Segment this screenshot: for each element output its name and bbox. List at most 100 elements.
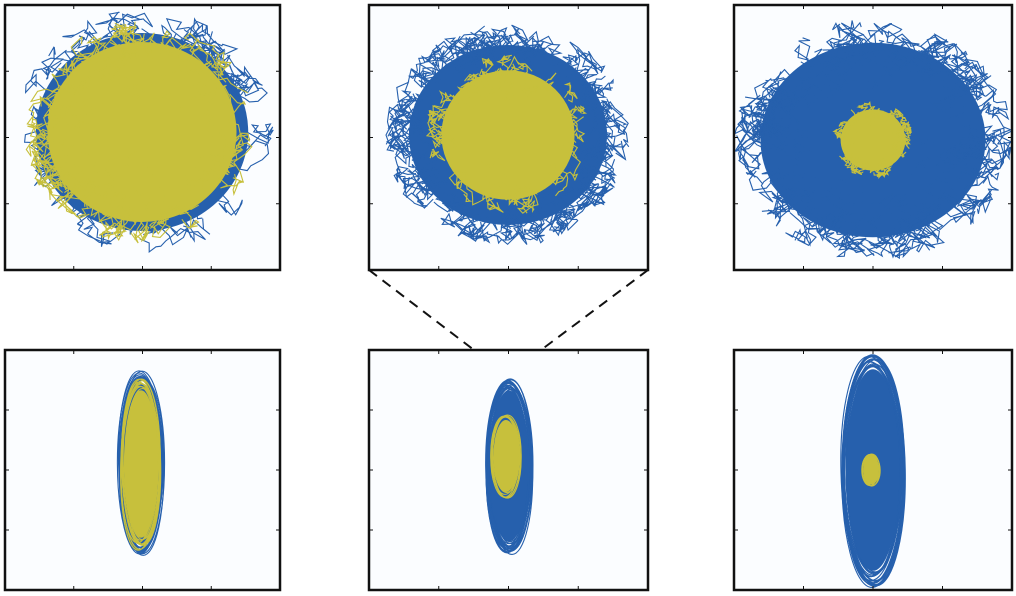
inner-trajectory (836, 129, 858, 140)
inner-trajectory (217, 134, 245, 168)
outer-trajectory (572, 182, 608, 197)
outer-trajectory (787, 175, 819, 212)
inner-trajectory (57, 73, 95, 100)
inner-trajectory (456, 170, 485, 206)
inner-trajectory (77, 170, 121, 199)
outer-trajectory (143, 223, 195, 246)
outer-trajectory (439, 46, 471, 79)
inner-trajectory (428, 108, 458, 130)
outer-trajectory (897, 222, 938, 242)
inner-trajectory (905, 127, 912, 135)
inner-trajectory (850, 156, 863, 170)
outer-trajectory (508, 27, 548, 57)
outer-trajectory (499, 201, 523, 230)
outer-trajectory (417, 149, 438, 172)
inner-trajectory (547, 143, 582, 185)
inner-orbit (124, 387, 161, 541)
inner-trajectory (456, 81, 473, 96)
inner-trajectory (875, 107, 889, 119)
outer-trajectory (30, 99, 49, 123)
inner-trajectory (468, 71, 492, 110)
inner-trajectory (563, 108, 584, 125)
inner-trajectory (197, 44, 227, 75)
inner-trajectory (115, 194, 137, 237)
outer-trajectory (805, 188, 843, 242)
outer-trajectory (510, 27, 541, 57)
inner-trajectory (849, 165, 859, 175)
outer-trajectory (431, 40, 458, 64)
outer-trajectory (402, 177, 428, 208)
outer-trajectory (882, 47, 903, 79)
outer-trajectory (748, 170, 798, 220)
outer-trajectory (964, 64, 989, 98)
outer-trajectory (525, 186, 574, 207)
outer-trajectory (959, 136, 1000, 179)
outer-trajectory (406, 137, 437, 161)
inner-trajectory (212, 146, 238, 174)
plot-area (116, 370, 166, 556)
outer-trajectory (579, 150, 600, 189)
inner-trajectory (894, 128, 905, 148)
inner-trajectory (95, 30, 123, 80)
outer-trajectory (929, 85, 982, 120)
inner-trajectory (35, 158, 76, 202)
plot-area (23, 11, 274, 253)
inner-fill (493, 420, 519, 492)
inner-trajectory (844, 158, 863, 167)
inner-trajectory (425, 128, 450, 146)
inner-trajectory (892, 147, 907, 158)
outer-trajectory (985, 89, 1010, 121)
inner-trajectory (539, 72, 557, 92)
outer-trajectory (568, 129, 601, 176)
panel (732, 348, 1014, 592)
outer-trajectory (385, 90, 416, 145)
outer-trajectory (737, 113, 780, 164)
inner-trajectory (861, 158, 873, 168)
inner-trajectory (106, 56, 136, 91)
outer-trajectory (386, 99, 411, 137)
plot-area (485, 378, 534, 555)
outer-trajectory (867, 57, 903, 93)
inner-trajectory (43, 97, 64, 124)
panel (3, 3, 282, 272)
inner-trajectory (148, 37, 187, 73)
outer-trajectory (973, 140, 1012, 166)
outer-trajectory (853, 45, 888, 91)
inner-trajectory (461, 68, 495, 109)
inner-trajectory (895, 122, 911, 140)
outer-trajectory (394, 129, 430, 175)
inner-trajectory (213, 155, 245, 189)
outer-trajectory (62, 19, 109, 43)
inner-trajectory (496, 54, 512, 66)
inner-trajectory (896, 132, 906, 142)
outer-trajectory (837, 25, 875, 56)
inner-trajectory (839, 154, 854, 162)
outer-trajectory (529, 200, 554, 239)
plot-area (840, 354, 906, 589)
outer-trajectory (552, 207, 573, 233)
inner-trajectory (47, 62, 70, 109)
plot-area (385, 24, 630, 246)
inner-trajectory (182, 39, 213, 75)
outer-trajectory (564, 69, 598, 115)
outer-trajectory (552, 194, 575, 226)
outer-trajectory (921, 43, 958, 70)
outer-trajectory (389, 118, 412, 148)
outer-trajectory (397, 93, 433, 120)
outer-trajectory (70, 201, 112, 245)
outer-trajectory (803, 219, 863, 258)
outer-trajectory (569, 184, 606, 206)
outer-trajectory (767, 195, 792, 227)
outer-trajectory (569, 41, 599, 75)
inner-trajectory (902, 136, 911, 149)
inner-trajectory (472, 75, 501, 102)
outer-trajectory (785, 212, 820, 241)
outer-trajectory (866, 193, 908, 246)
inner-trajectory (878, 158, 891, 171)
outer-trajectory (458, 30, 501, 64)
inner-trajectory (433, 90, 457, 109)
inner-trajectory (72, 162, 98, 190)
outer-trajectory (475, 210, 509, 244)
inner-trajectory (481, 152, 510, 193)
inner-trajectory (189, 78, 234, 114)
